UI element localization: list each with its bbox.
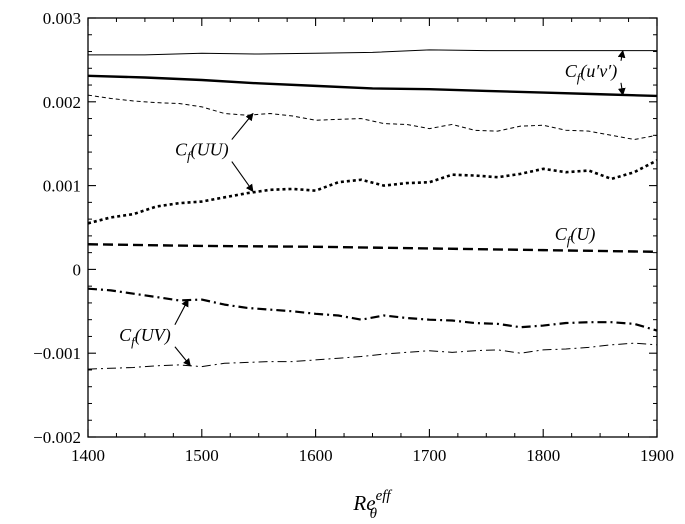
y-axis: −0.002 −0.001 0 0.001 0.002 0.003 (33, 9, 657, 447)
x-tick-label: 1800 (526, 446, 560, 465)
series-uv-lower-thick (87, 74, 658, 98)
y-tick-label: −0.002 (33, 428, 81, 447)
x-tick-label: 1700 (412, 446, 446, 465)
x-axis: 1400 1500 1600 1700 1800 1900 (71, 18, 674, 465)
series-uv-upper-thin (88, 49, 657, 56)
x-tick-label: 1900 (640, 446, 674, 465)
annotation-cf-uv: Cf(UV) (119, 325, 171, 349)
x-tick-label: 1500 (185, 446, 219, 465)
series-uv-upper-dashdot (87, 287, 658, 332)
x-tick-label: 1400 (71, 446, 105, 465)
series-uu-lower-thick (87, 159, 658, 225)
x-axis-label: Reeff θ (352, 488, 392, 522)
annotations-layer: Cf(u′v′) Cf(UU) Cf(U) Cf(UV) (119, 49, 626, 367)
annotation-cf-uv-prime: Cf(u′v′) (565, 61, 618, 85)
series-uu-upper-thin (87, 94, 658, 141)
annotation-cf-uu: Cf(UU) (175, 140, 229, 164)
annotation-arrow (618, 82, 626, 96)
x-tick-label: 1600 (299, 446, 333, 465)
annotation-arrow (174, 346, 191, 367)
annotation-arrow (174, 298, 189, 326)
annotation-arrow (617, 49, 626, 61)
annotation-arrow (231, 161, 254, 193)
annotation-arrow (231, 112, 254, 140)
series-layer (87, 49, 658, 370)
y-tick-label: 0.003 (43, 9, 81, 28)
y-tick-label: 0.002 (43, 93, 81, 112)
y-tick-label: 0 (73, 260, 82, 279)
y-tick-label: 0.001 (43, 177, 81, 196)
y-tick-label: −0.001 (33, 344, 81, 363)
series-uv-lower-dashdot (87, 342, 658, 370)
annotation-cf-u: Cf(U) (555, 224, 596, 248)
series-u-dashed (87, 243, 658, 253)
